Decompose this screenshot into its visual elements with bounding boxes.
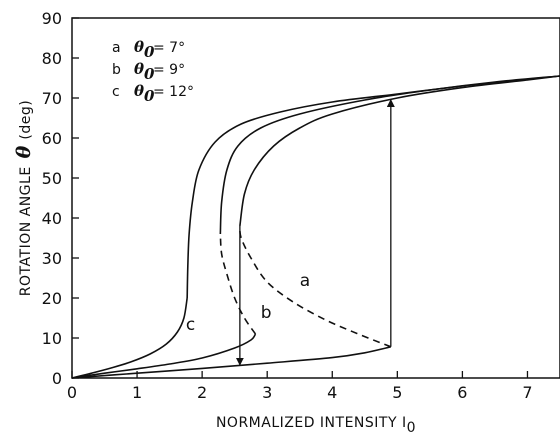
x-axis-ticks: 0 1 2 3 4 5 6 7 bbox=[67, 371, 533, 402]
y-tick-label: 80 bbox=[42, 49, 62, 68]
y-tick-label: 70 bbox=[42, 89, 62, 108]
legend-value: = 7° bbox=[153, 40, 185, 56]
svg-text:ROTATION ANGLEθ(deg): ROTATION ANGLE θ (deg) bbox=[13, 100, 35, 296]
series-a-lower-branch bbox=[71, 346, 392, 379]
series-a-upper-branch bbox=[239, 75, 560, 227]
y-axis-unit: (deg) bbox=[18, 100, 34, 140]
legend-subscript: 0 bbox=[144, 87, 155, 105]
legend-entry-a: a θ 0= 7° bbox=[112, 38, 185, 61]
y-tick-label: 60 bbox=[42, 129, 62, 148]
legend-value: = 12° bbox=[153, 84, 194, 100]
x-tick-label: 7 bbox=[522, 383, 532, 402]
legend-subscript: 0 bbox=[144, 65, 155, 83]
x-tick-label: 3 bbox=[262, 383, 272, 402]
y-axis-title: ROTATION ANGLE θ (deg) bbox=[13, 100, 35, 296]
series-c-lower-branch bbox=[71, 297, 188, 379]
legend-symbol: θ bbox=[134, 38, 144, 56]
y-tick-label: 20 bbox=[42, 289, 62, 308]
series-b-unstable-branch bbox=[219, 233, 257, 335]
legend-key: c bbox=[112, 84, 120, 100]
x-tick-label: 5 bbox=[392, 383, 402, 402]
x-tick-label: 4 bbox=[327, 383, 337, 402]
curve-labels: a b c bbox=[186, 271, 310, 335]
x-tick-label: 6 bbox=[457, 383, 467, 402]
y-axis-label: ROTATION ANGLE bbox=[18, 166, 34, 296]
x-axis-subscript: 0 bbox=[407, 420, 416, 433]
legend-entry-b: b θ 0= 9° bbox=[112, 60, 185, 83]
y-axis-ticks: 0 10 20 30 40 50 60 70 80 90 bbox=[42, 9, 79, 388]
series-a-unstable-branch bbox=[239, 225, 392, 348]
legend: a θ 0= 7°b θ 0= 9°c θ 0= 12° bbox=[112, 38, 194, 105]
x-tick-label: 1 bbox=[132, 383, 142, 402]
x-axis-label: NORMALIZED INTENSITY I bbox=[216, 415, 407, 431]
legend-key: b bbox=[112, 62, 121, 78]
series-c-label: c bbox=[186, 315, 195, 335]
legend-key: a bbox=[112, 40, 121, 56]
x-axis-title: NORMALIZED INTENSITY I0 bbox=[216, 415, 416, 433]
x-tick-label: 2 bbox=[197, 383, 207, 402]
series-b-lower-branch bbox=[71, 333, 257, 379]
legend-subscript: 0 bbox=[144, 43, 155, 61]
transition-arrows bbox=[235, 99, 395, 366]
curves bbox=[71, 75, 560, 379]
y-tick-label: 90 bbox=[42, 9, 62, 28]
series-a-label: a bbox=[300, 271, 310, 291]
legend-symbol: θ bbox=[134, 82, 144, 100]
series-c-upper-branch bbox=[186, 75, 560, 299]
y-tick-label: 40 bbox=[42, 209, 62, 228]
y-tick-label: 30 bbox=[42, 249, 62, 268]
legend-symbol: θ bbox=[134, 60, 144, 78]
y-tick-label: 10 bbox=[42, 329, 62, 348]
legend-entry-c: c θ 0= 12° bbox=[112, 82, 194, 105]
x-tick-label: 0 bbox=[67, 383, 77, 402]
plot-frame bbox=[71, 17, 560, 379]
y-tick-label: 0 bbox=[52, 369, 62, 388]
series-b-label: b bbox=[261, 303, 272, 323]
y-tick-label: 50 bbox=[42, 169, 62, 188]
legend-value: = 9° bbox=[153, 62, 185, 78]
y-axis-symbol: θ bbox=[13, 145, 35, 158]
